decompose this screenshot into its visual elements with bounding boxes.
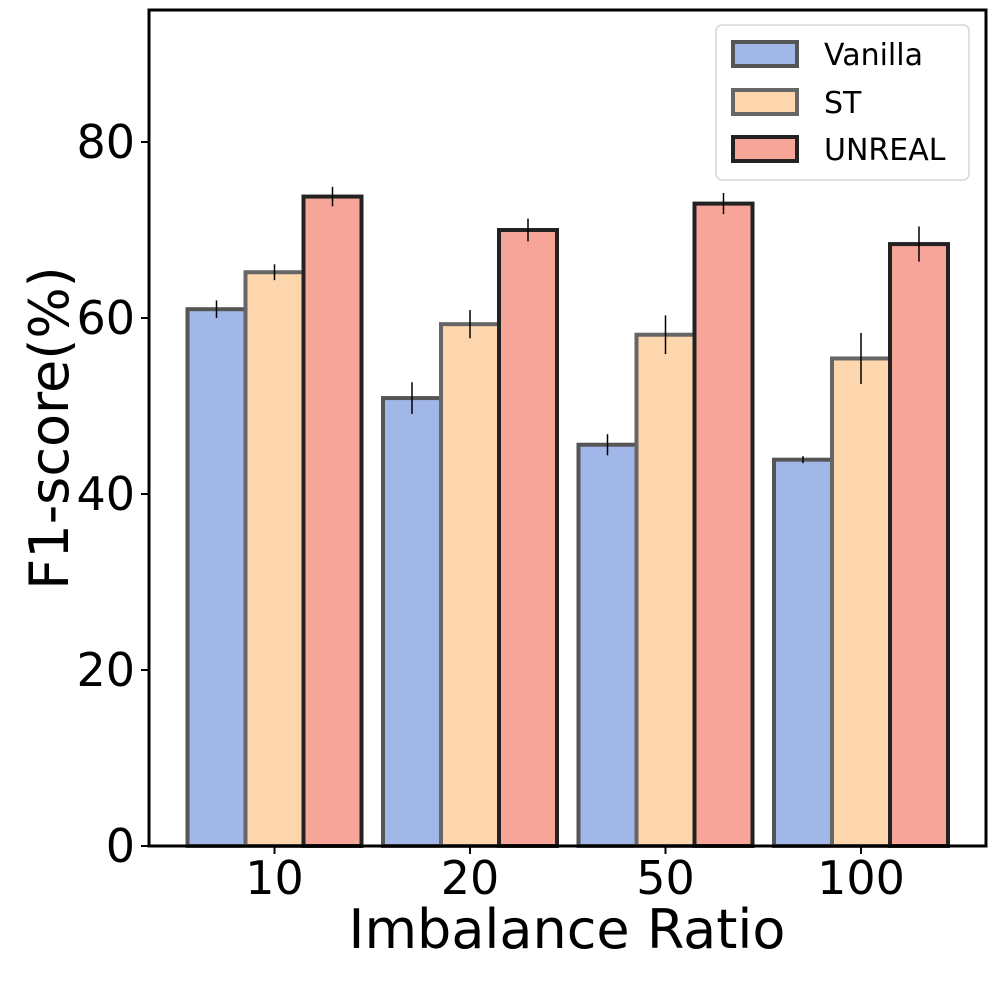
bars-layer xyxy=(185,194,950,849)
x-tick-label: 20 xyxy=(441,851,500,905)
legend-swatch-unreal xyxy=(731,135,799,163)
bar-st-10 xyxy=(243,270,306,848)
bar-st-20 xyxy=(439,322,501,849)
x-axis: 10 20 50 100 xyxy=(245,846,905,905)
bar-vanilla-50 xyxy=(576,442,639,848)
legend-label-unreal: UNREAL xyxy=(824,133,946,168)
x-tick-label: 50 xyxy=(636,851,695,905)
bar-vanilla-100 xyxy=(772,457,834,848)
errorbars-layer xyxy=(215,186,920,464)
legend-swatch-st xyxy=(731,88,799,116)
bar-unreal-20 xyxy=(497,228,559,848)
legend-label-vanilla: Vanilla xyxy=(824,38,923,73)
x-tick-label: 10 xyxy=(245,851,304,905)
y-tick-label: 20 xyxy=(76,643,135,697)
bar-unreal-50 xyxy=(692,201,755,849)
y-tick-label: 60 xyxy=(76,291,135,345)
bar-unreal-100 xyxy=(888,242,950,848)
bar-st-100 xyxy=(830,356,892,848)
legend-label-st: ST xyxy=(824,86,862,121)
y-axis: 0 20 40 60 80 xyxy=(76,115,149,873)
bar-unreal-10 xyxy=(301,194,364,848)
y-tick-label: 40 xyxy=(76,467,135,521)
bar-st-50 xyxy=(634,332,697,848)
y-tick-label: 0 xyxy=(106,819,135,873)
x-tick-label: 100 xyxy=(817,851,905,905)
bar-vanilla-10 xyxy=(185,307,248,848)
legend-swatch-vanilla xyxy=(731,40,799,68)
legend: Vanilla ST UNREAL xyxy=(715,24,970,181)
x-axis-title: Imbalance Ratio xyxy=(349,898,786,961)
y-axis-title: F1-score(%) xyxy=(18,266,81,589)
y-tick-label: 80 xyxy=(76,115,135,169)
plot-frame xyxy=(147,8,988,848)
bar-vanilla-20 xyxy=(381,396,443,848)
